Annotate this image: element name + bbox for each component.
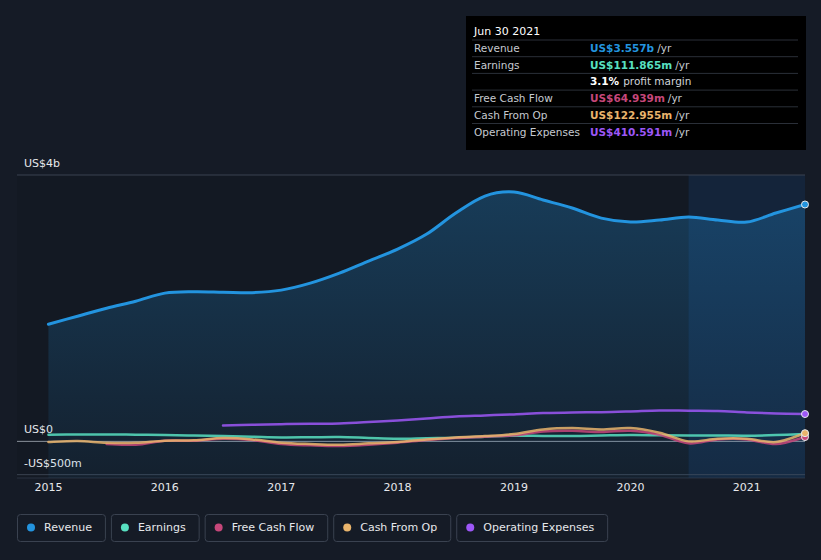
tooltip-number: US$3.557b [590,42,655,54]
margin-value: 3.1% [590,75,620,87]
tooltip-separator [472,56,798,57]
chart-svg: US$4bUS$0-US$500m20152016201720182019202… [0,0,821,560]
margin-label: profit margin [623,75,691,87]
x-tick-label: 2021 [733,481,761,494]
background [0,0,821,560]
end-dot [802,411,809,418]
tooltip-separator [472,106,798,107]
chart-root: US$4bUS$0-US$500m20152016201720182019202… [0,0,821,560]
x-tick-label: 2016 [151,481,179,494]
tooltip-value: US$122.955m/yr [590,109,690,121]
tooltip-unit: /yr [675,126,690,138]
tooltip-value: US$3.557b/yr [590,42,672,54]
legend-box[interactable] [457,515,608,542]
legend-item[interactable]: Free Cash Flow [205,515,328,542]
tooltip-separator [472,40,798,41]
legend-label[interactable]: Earnings [138,521,186,534]
y-tick-label: US$4b [24,157,60,170]
tooltip-separator [472,90,798,91]
x-tick-label: 2015 [34,481,62,494]
series-line [48,192,805,324]
tooltip-value: US$111.865m/yr [590,59,690,71]
tooltip-label: Operating Expenses [474,126,580,138]
legend-swatch[interactable] [121,524,129,532]
series-line [48,434,805,439]
series-line [223,410,805,425]
tooltip-separator [472,123,798,124]
legend-label[interactable]: Free Cash Flow [232,521,315,534]
legend-label[interactable]: Operating Expenses [483,521,594,534]
legend-swatch[interactable] [27,524,35,532]
tooltip-date: Jun 30 2021 [473,25,540,38]
legend-item[interactable]: Operating Expenses [457,515,608,542]
tooltip-number: US$122.955m [590,109,672,121]
legend-box[interactable] [111,515,199,542]
legend-box[interactable] [334,515,451,542]
legend-swatch[interactable] [343,524,351,532]
tooltip-number: US$64.939m [590,92,665,104]
legend-item[interactable]: Earnings [111,515,199,542]
legend-item[interactable]: Revenue [18,515,106,542]
tooltip-value: US$410.591m/yr [590,126,690,138]
tooltip-label: Free Cash Flow [474,92,553,104]
plot-area [17,175,805,478]
legend-label[interactable]: Revenue [44,521,92,534]
end-dots [802,201,809,441]
legend-item[interactable]: Cash From Op [334,515,451,542]
tooltip-label: Revenue [474,42,520,54]
revenue-area [48,192,805,478]
marks [48,192,805,478]
legend-box[interactable] [18,515,106,542]
x-tick-label: 2020 [616,481,644,494]
tooltip-box [466,16,806,150]
grid-line [17,175,805,176]
series-line [48,428,805,445]
end-dot [802,201,809,208]
tooltip-unit: /yr [668,92,683,104]
legend-box[interactable] [205,515,328,542]
tooltip-number: US$111.865m [590,59,672,71]
tooltip-value: US$64.939m/yr [590,92,683,104]
tooltip-unit: /yr [675,109,690,121]
x-tick-label: 2018 [384,481,412,494]
x-tick-label: 2017 [267,481,295,494]
legend-label[interactable]: Cash From Op [360,521,437,534]
legend-swatch[interactable] [466,524,474,532]
legend-swatch[interactable] [215,524,223,532]
tooltip-margin: 3.1%profit margin [590,75,691,87]
x-tick-label: 2019 [500,481,528,494]
tooltip-unit: /yr [675,59,690,71]
tooltip-number: US$410.591m [590,126,672,138]
end-dot [802,430,809,437]
tooltip: Jun 30 2021 Revenue US$3.557b/yr Earnings US… [466,16,806,150]
tooltip-label: Earnings [474,59,520,71]
tooltip-separator [472,73,798,74]
tooltip-unit: /yr [657,42,672,54]
tooltip-label: Cash From Op [474,109,548,121]
legend: Revenue Earnings Free Cash Flow Cash From O… [18,515,608,542]
